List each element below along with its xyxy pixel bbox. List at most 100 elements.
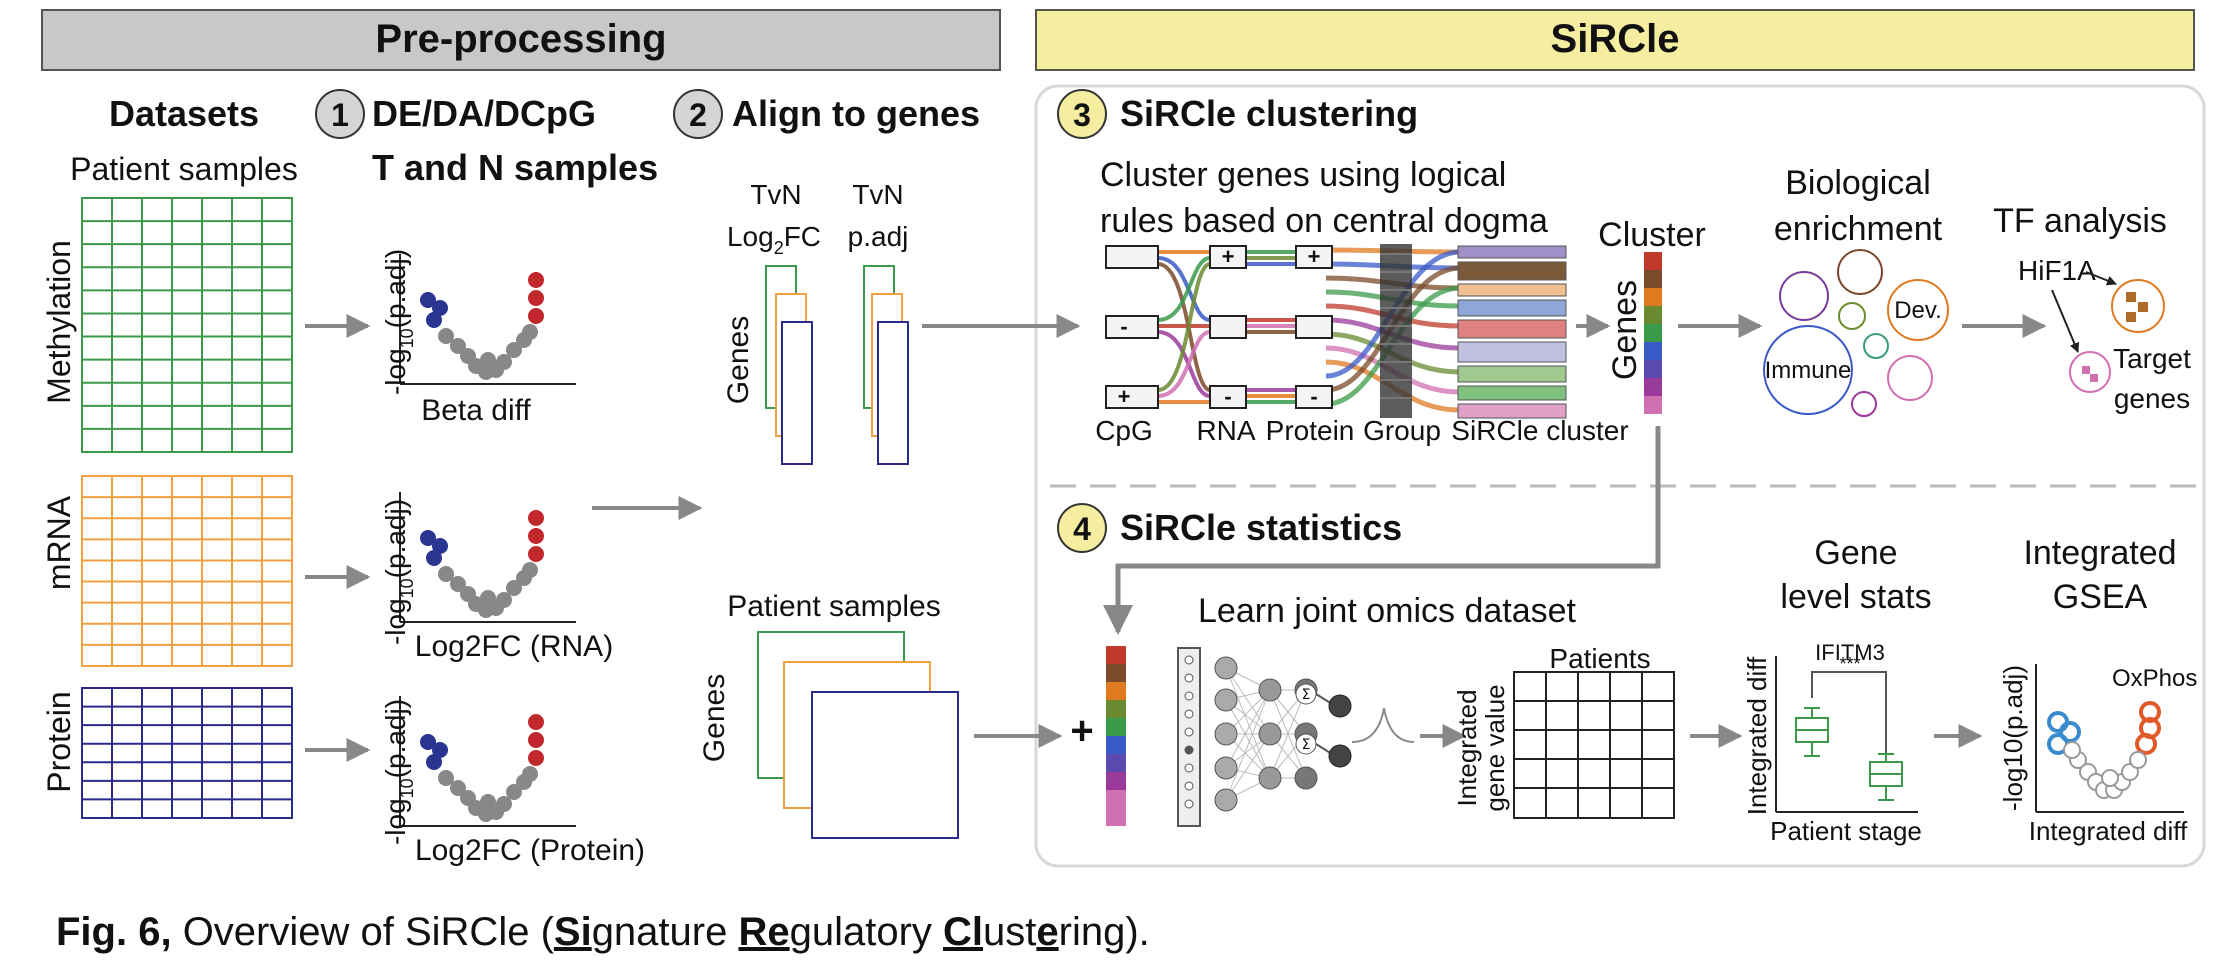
stats-cluster-cell [1106, 664, 1126, 682]
protein-grid [81, 687, 293, 819]
sircle-cluster-node [1457, 403, 1567, 419]
boxplot-group-2 [1869, 753, 1903, 801]
stats-cluster-cell [1106, 754, 1126, 772]
volcano-point [438, 770, 454, 786]
gsea-point [2101, 769, 2119, 787]
plus-node [1295, 245, 1333, 269]
input-node [1184, 763, 1194, 773]
caption-text: ring). [1058, 910, 1150, 954]
volcano-point [528, 308, 544, 324]
patients-label: Patients [1549, 643, 1650, 674]
clustering-desc-line2: rules based on central dogma [1100, 202, 1548, 240]
volcano-point [528, 528, 544, 544]
tf-square [2126, 312, 2136, 322]
input-node [1184, 727, 1194, 737]
caption-text: gnature [591, 910, 739, 954]
hif-arrow-2 [2051, 289, 2080, 353]
volcano-point [438, 566, 454, 582]
enrichment-circle [1838, 302, 1866, 330]
sircle-cluster-node [1457, 341, 1567, 363]
step4-number: 4 [1073, 511, 1091, 547]
group-column [1380, 244, 1412, 418]
gene-stats-line1: Gene [1814, 534, 1897, 572]
mrna-label: mRNA [41, 495, 77, 590]
integrated-label-line1: Integrated [1452, 689, 1482, 806]
volcano2-ylabel: -log10(p.adj) [380, 499, 417, 645]
aligned-padj-protein [877, 321, 909, 465]
tf-square [2126, 292, 2136, 302]
nn-node [1214, 756, 1238, 780]
flow-ribbon [1157, 256, 1211, 322]
patients-table [1513, 671, 1675, 819]
volcano-point [496, 796, 512, 812]
stats-cluster-cell [1106, 682, 1126, 700]
volcano-point [432, 538, 448, 554]
cluster-color-cell [1644, 270, 1662, 288]
plus-node [1209, 245, 1247, 269]
methylation-grid [81, 197, 293, 453]
grid-border [81, 687, 293, 819]
tf-square [2138, 302, 2148, 312]
sample-matrix-protein [811, 691, 959, 839]
stats-cluster-cell [1106, 700, 1126, 718]
ifitm3-label: IFITM3 [1815, 640, 1885, 665]
minus-node [1209, 385, 1247, 409]
nn-edge [1225, 689, 1271, 801]
step1-subtitle: T and N samples [372, 147, 658, 188]
volcano-point [480, 590, 496, 606]
caption-cl: Cl [943, 910, 984, 954]
sircle-cluster-label: SiRCle cluster [1451, 415, 1628, 446]
step1-badge [315, 89, 365, 139]
minus-node [1295, 385, 1333, 409]
volcano-point [522, 324, 538, 340]
gsea-point [2063, 741, 2081, 759]
minus-node [1105, 315, 1159, 339]
neutral-node [1209, 315, 1247, 339]
nn-node [1258, 722, 1282, 746]
cluster-color-cell [1644, 288, 1662, 306]
nn-node [1214, 656, 1238, 680]
sircle-cluster-node [1457, 245, 1567, 259]
sircle-overview-figure: Pre-processing SiRCle Datasets 1 DE/DA/D… [41, 9, 2206, 868]
volcano-point [496, 354, 512, 370]
input-node [1184, 799, 1194, 809]
nn-edge [1225, 733, 1271, 801]
sircle-cluster-node [1457, 283, 1567, 297]
sircle-cluster-node [1457, 365, 1567, 383]
volcano-point [522, 562, 538, 578]
input-column [1177, 647, 1201, 827]
caption-text: ust [983, 910, 1037, 954]
stats-cluster-cell [1106, 808, 1126, 826]
bio-line2: enrichment [1774, 210, 1943, 248]
volcano-point [528, 546, 544, 562]
enrichment-circle [1863, 333, 1889, 359]
stats-cluster-cell [1106, 790, 1126, 808]
cpg-label: CpG [1095, 415, 1153, 446]
caption-re: Re [738, 910, 790, 954]
enrichment-circle [1851, 391, 1877, 417]
learn-label: Learn joint omics dataset [1198, 592, 1577, 630]
tf-target-circle-2 [2069, 351, 2111, 393]
significance-bracket [1811, 671, 1887, 754]
stats-cluster-cell [1106, 736, 1126, 754]
nn-edge [1269, 689, 1307, 779]
sircle-cluster-node [1457, 385, 1567, 401]
volcano-plot-protein [399, 696, 576, 827]
align-genes2-label: Genes [698, 674, 731, 762]
cluster-color-cell [1644, 378, 1662, 396]
minus-sign: - [1224, 384, 1231, 409]
figure-caption: Fig. 6, Overview of SiRCle (Signature Re… [56, 910, 1150, 955]
volcano-plot-methylation [399, 254, 576, 385]
oxphos-label: OxPhos [2112, 665, 2197, 692]
neutral-node [1295, 315, 1333, 339]
minus-sign: - [1120, 314, 1127, 339]
input-node [1184, 745, 1194, 755]
clustering-desc-line1: Cluster genes using logical [1100, 156, 1506, 194]
volcano-plot-rna [399, 492, 576, 623]
boxplot-group-1 [1795, 707, 1829, 757]
hif-arrow-1 [2085, 271, 2117, 286]
sircle-cluster-node [1457, 319, 1567, 339]
volcano-point [528, 732, 544, 748]
volcano-point [420, 530, 436, 546]
tf-square [2082, 366, 2090, 374]
